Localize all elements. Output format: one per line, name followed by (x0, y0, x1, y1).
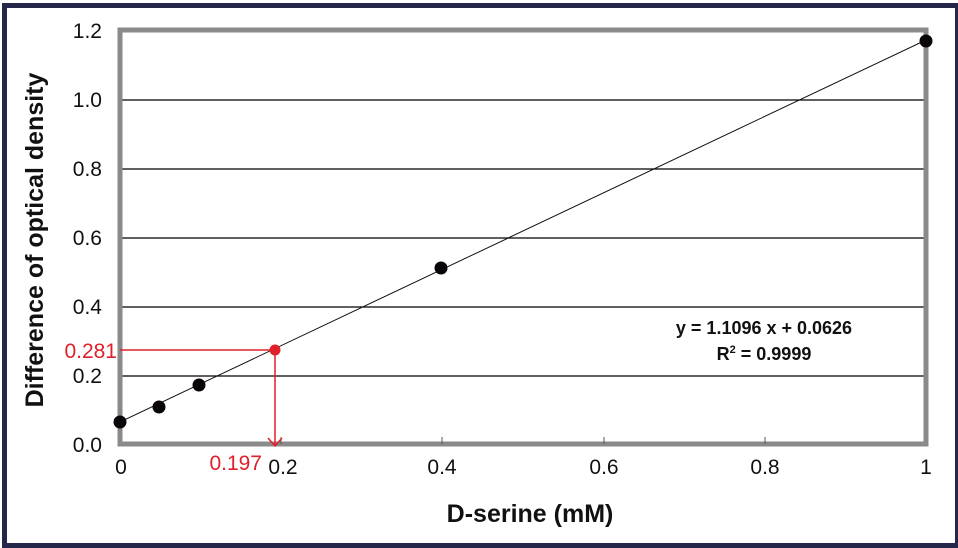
x-tick: 0 (115, 456, 127, 479)
x-tick: 0.8 (750, 456, 779, 479)
trend-line (119, 39, 927, 423)
plot-area-border (117, 27, 929, 447)
y-tick: 1.2 (73, 20, 102, 43)
data-point (434, 261, 448, 275)
y-tick: 0.2 (73, 365, 102, 388)
data-point (113, 415, 127, 429)
x-tick-labels: 0 0.2 0.4 0.6 0.8 1 (115, 456, 932, 479)
x-tick: 0.2 (268, 456, 297, 479)
r-squared: R2 = 0.9999 (717, 344, 812, 364)
sample-y-label: 0.281 (64, 340, 117, 363)
y-tick: 0.0 (73, 434, 102, 457)
sample-point (269, 344, 281, 356)
data-point (192, 378, 206, 392)
data-point (919, 34, 933, 48)
chart-frame (2, 3, 958, 548)
y-tick: 1.0 (73, 89, 102, 112)
y-tick: 0.8 (73, 158, 102, 181)
x-tick-marks (280, 437, 766, 444)
y-tick-labels: 0.0 0.2 0.4 0.6 0.8 1.0 1.2 (73, 20, 103, 457)
trendline-equation: y = 1.1096 x + 0.0626 (676, 318, 852, 338)
gridlines (120, 99, 926, 377)
x-axis-title: D-serine (mM) (447, 500, 614, 528)
y-tick: 0.4 (73, 296, 103, 319)
x-tick: 1 (920, 456, 932, 479)
data-point (152, 400, 166, 414)
x-tick: 0.6 (589, 456, 618, 479)
sample-guides (120, 349, 283, 448)
x-tick: 0.4 (427, 456, 457, 479)
y-axis-title: Difference of optical density (21, 73, 49, 408)
data-points (113, 34, 933, 429)
sample-x-label: 0.197 (209, 452, 262, 475)
y-tick: 0.6 (73, 227, 102, 250)
